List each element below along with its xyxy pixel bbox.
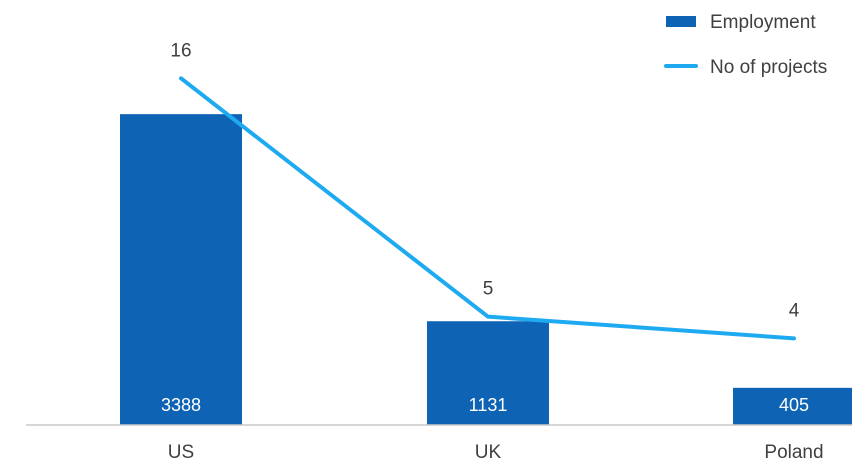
bar-uk bbox=[427, 321, 549, 425]
bar-us bbox=[120, 114, 242, 425]
line-value-label: 4 bbox=[789, 300, 800, 321]
x-tick-label: Poland bbox=[764, 442, 823, 463]
line-value-label: 5 bbox=[483, 279, 494, 300]
line-value-label: 16 bbox=[170, 40, 191, 61]
legend-label-employment: Employment bbox=[710, 12, 816, 33]
legend: Employment No of projects bbox=[664, 12, 827, 78]
x-axis: US UK Poland bbox=[26, 424, 852, 463]
bar-value-label: 405 bbox=[779, 395, 809, 415]
x-tick-label: US bbox=[168, 442, 194, 463]
x-tick-label: UK bbox=[475, 442, 502, 463]
bars-layer: 3388 1131 405 bbox=[120, 114, 852, 425]
series-line-projects bbox=[179, 76, 796, 341]
bar-poland bbox=[733, 387, 852, 425]
line-layer bbox=[179, 76, 796, 341]
legend-swatch-employment bbox=[666, 16, 696, 27]
legend-label-projects: No of projects bbox=[710, 57, 827, 78]
bar-value-label: 1131 bbox=[469, 395, 508, 415]
bar-value-label: 3388 bbox=[161, 395, 201, 415]
